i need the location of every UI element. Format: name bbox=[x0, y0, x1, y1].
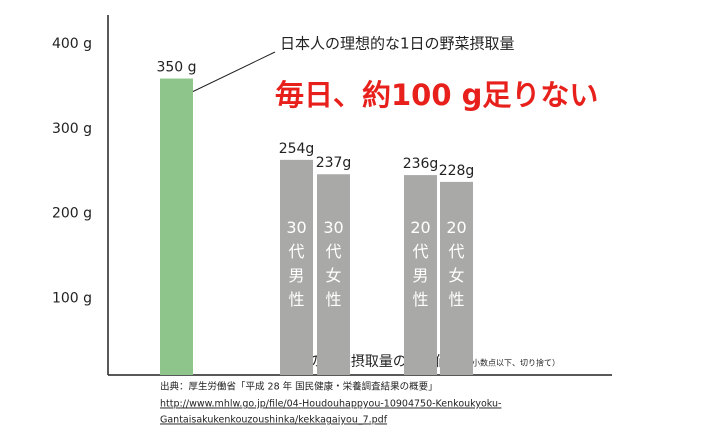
bar bbox=[317, 174, 350, 375]
x-category-label: 20 代女性 bbox=[446, 218, 466, 309]
x-category-label: 20 代男性 bbox=[410, 218, 430, 309]
data-label: 254g bbox=[279, 141, 315, 157]
bar bbox=[440, 181, 473, 375]
source-text: 出典：厚生労働省「平成 28 年 国民健康・栄養調査結果の概要」 bbox=[160, 381, 438, 393]
y-tick-label: 100 g bbox=[52, 290, 92, 306]
bar bbox=[404, 175, 437, 375]
bar bbox=[280, 159, 313, 375]
y-tick-label: 400 g bbox=[52, 36, 92, 52]
headline: 毎日、約100 g足りない bbox=[275, 78, 598, 112]
x-category-label: 30 代女性 bbox=[323, 218, 343, 309]
subtitle-note: （小数点以下、切り捨て） bbox=[464, 358, 560, 368]
source-link: http://www.mhlw.go.jp/file/04-Houdouhapp… bbox=[160, 399, 501, 410]
x-category-label: 30 代男性 bbox=[286, 218, 306, 309]
data-label: 350 g bbox=[156, 60, 196, 76]
source-link: Gantaisakukenkouzoushinka/kekkagaiyou_7.… bbox=[160, 415, 388, 426]
bar bbox=[160, 78, 193, 375]
data-label: 228g bbox=[439, 163, 475, 179]
annotation: 日本人の理想的な1日の野菜摂取量 bbox=[280, 35, 515, 53]
data-label: 236g bbox=[403, 156, 439, 172]
y-tick-label: 300 g bbox=[52, 121, 92, 137]
leader-line bbox=[191, 51, 276, 93]
data-label: 237g bbox=[316, 155, 352, 171]
y-tick-label: 200 g bbox=[52, 206, 92, 222]
